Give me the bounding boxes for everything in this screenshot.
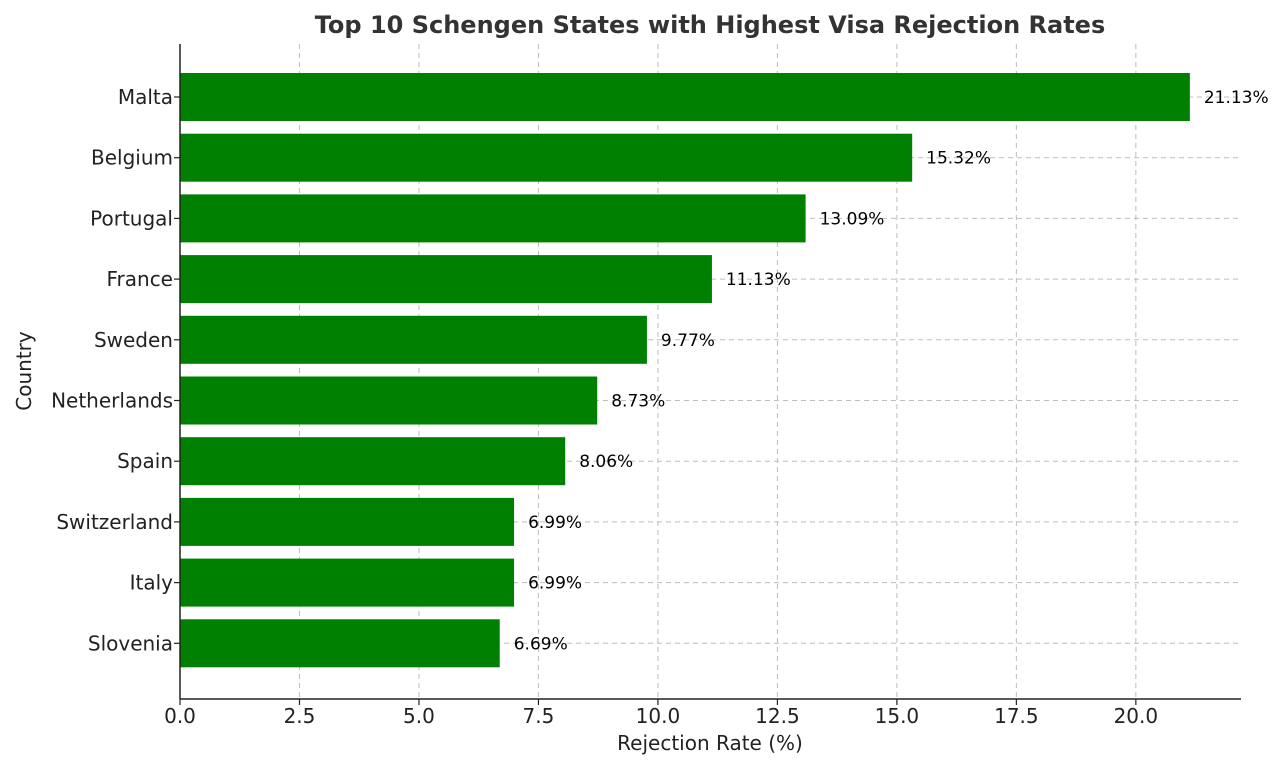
y-tick-label: Italy: [130, 571, 174, 595]
y-tick-label: Slovenia: [88, 631, 173, 655]
y-tick-label: Sweden: [94, 328, 173, 352]
data-label: 6.99%: [528, 513, 582, 533]
x-tick-label: 12.5: [755, 704, 800, 728]
y-axis-label: Country: [12, 331, 36, 411]
x-tick-label: 20.0: [1114, 704, 1159, 728]
bar-netherlands: [180, 376, 598, 425]
y-tick-label: Belgium: [91, 146, 173, 170]
x-tick-label: 0.0: [164, 704, 196, 728]
x-tick-labels: 0.0 2.5 5.0 7.5 10.0 12.5 15.0 17.5 20.0: [164, 699, 1158, 728]
x-axis-label: Rejection Rate (%): [617, 731, 803, 755]
bar-spain: [180, 437, 566, 486]
x-tick-label: 10.0: [636, 704, 681, 728]
x-tick-label: 7.5: [523, 704, 555, 728]
y-tick-label: Netherlands: [51, 389, 173, 413]
data-label: 6.69%: [514, 634, 568, 654]
chart-title: Top 10 Schengen States with Highest Visa…: [315, 11, 1106, 39]
data-label: 6.99%: [528, 574, 582, 594]
y-tick-labels: Malta Belgium Portugal France Sweden Netherla…: [51, 85, 180, 655]
y-tick-label: Switzerland: [56, 510, 173, 534]
bar-belgium: [180, 133, 913, 182]
x-tick-label: 17.5: [994, 704, 1039, 728]
y-tick-label: Malta: [118, 85, 173, 109]
data-label: 8.73%: [611, 392, 665, 412]
data-label: 11.13%: [726, 270, 791, 290]
data-label: 8.06%: [579, 452, 633, 472]
x-tick-label: 2.5: [284, 704, 316, 728]
x-tick-label: 5.0: [403, 704, 435, 728]
data-label: 21.13%: [1204, 88, 1269, 108]
y-tick-label: Portugal: [90, 206, 173, 230]
bar-slovenia: [180, 619, 500, 668]
data-label: 15.32%: [926, 149, 991, 169]
data-labels: 21.13% 15.32% 13.09% 11.13% 9.77% 8.73% 8.06% 6…: [514, 88, 1269, 654]
x-tick-label: 15.0: [875, 704, 920, 728]
bar-sweden: [180, 315, 647, 364]
bar-switzerland: [180, 497, 515, 546]
bar-italy: [180, 558, 515, 607]
data-label: 13.09%: [820, 209, 885, 229]
y-tick-label: France: [106, 267, 173, 291]
data-label: 9.77%: [661, 331, 715, 351]
bar-malta: [180, 73, 1190, 121]
bars: [180, 73, 1190, 668]
bar-portugal: [180, 194, 806, 243]
bar-france: [180, 255, 712, 304]
y-tick-label: Spain: [117, 449, 173, 473]
